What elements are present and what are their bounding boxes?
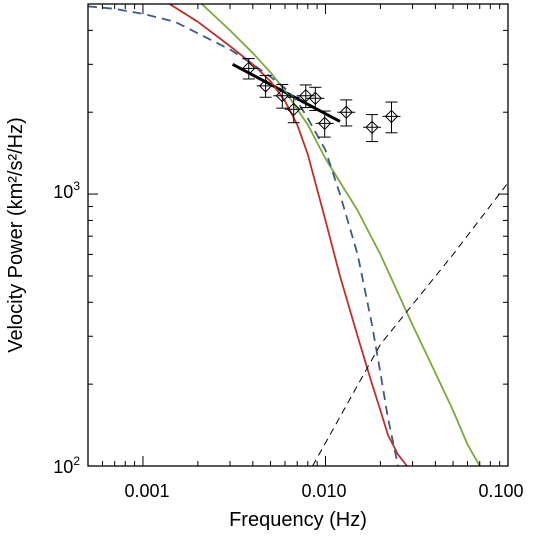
- series-line-5: [312, 182, 508, 466]
- y-tick-base: 10: [53, 182, 73, 202]
- x-tick-label: 0.010: [301, 481, 346, 501]
- series-line-4: [88, 5, 399, 466]
- data-point: [256, 74, 275, 98]
- y-tick-labels: 102 103: [53, 179, 80, 477]
- y-tick-base: 10: [53, 457, 73, 477]
- ticks-layer: [87, 3, 509, 467]
- data-points-layer: [239, 58, 401, 143]
- data-point: [273, 83, 292, 109]
- diamond-marker: [258, 79, 273, 93]
- diamond-marker: [287, 102, 301, 117]
- x-tick-labels: 0.001 0.010 0.100: [124, 481, 523, 501]
- x-axis-label: Frequency (Hz): [229, 509, 367, 531]
- data-point: [284, 96, 303, 124]
- diamond-marker: [242, 61, 256, 76]
- diamond-marker: [317, 116, 332, 131]
- x-tick-label: 0.001: [124, 481, 169, 501]
- diamond-marker: [308, 91, 323, 106]
- x-tick-label: 0.100: [478, 481, 523, 501]
- diamond-marker: [365, 120, 379, 135]
- series-layer: [88, 4, 508, 466]
- y-tick-exponent: 3: [73, 179, 80, 193]
- diamond-marker: [339, 105, 353, 119]
- data-point: [315, 110, 334, 138]
- y-tick-exponent: 2: [73, 454, 80, 468]
- diamond-marker: [275, 88, 289, 103]
- diamond-marker: [384, 109, 399, 124]
- y-tick-label: 103: [53, 179, 80, 202]
- data-point: [306, 86, 325, 111]
- series-line-2: [169, 4, 408, 466]
- y-axis-label: Velocity Power (km²/s²/Hz): [5, 117, 27, 353]
- data-point: [239, 58, 258, 80]
- data-point: [363, 114, 382, 143]
- series-line-3: [201, 4, 481, 466]
- plot-frame: [87, 3, 509, 467]
- y-tick-label: 102: [53, 454, 80, 477]
- data-point: [382, 101, 401, 134]
- data-point: [337, 99, 356, 127]
- diamond-marker: [299, 88, 313, 103]
